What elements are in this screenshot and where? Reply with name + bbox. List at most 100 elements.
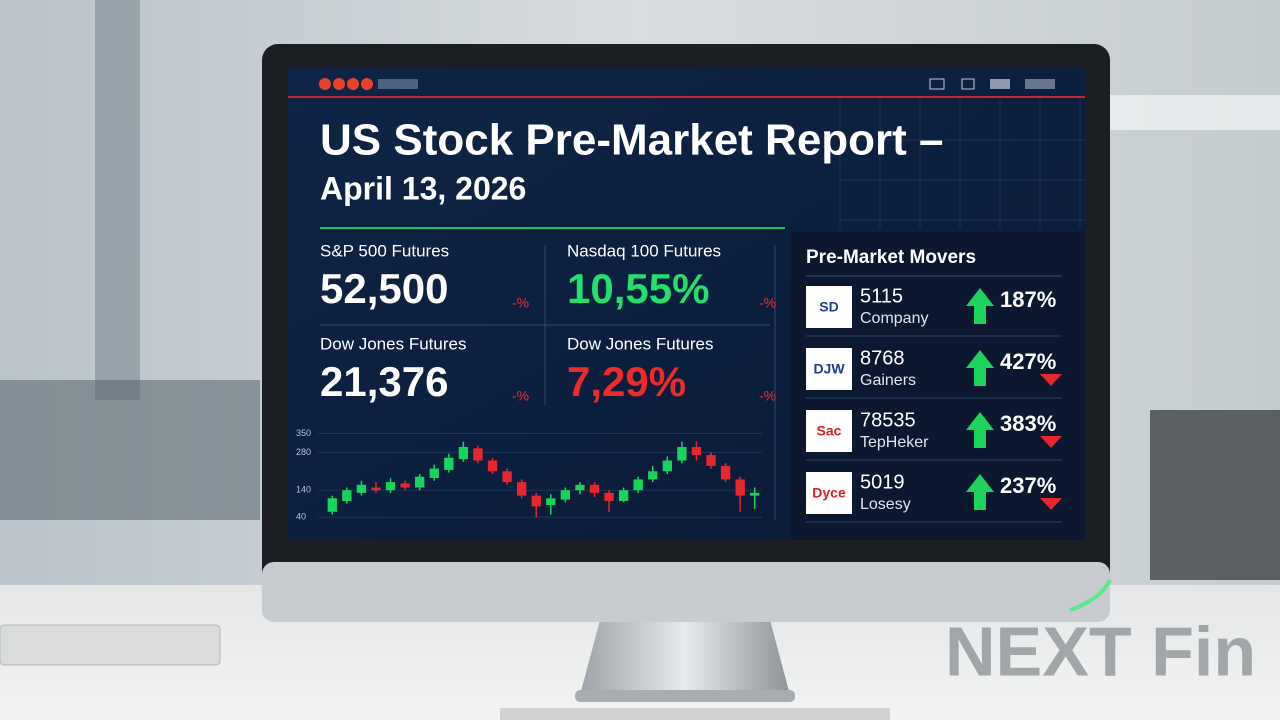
candle-body	[371, 487, 381, 491]
movers-title: Pre-Market Movers	[806, 247, 976, 268]
down-arrow	[1040, 374, 1062, 386]
y-tick-label: 40	[296, 512, 306, 522]
candle-body	[648, 471, 658, 480]
candle-body	[400, 483, 410, 488]
background-desk	[0, 380, 260, 520]
tile-value: 10,55%	[567, 265, 709, 312]
mover-name: Losesy	[860, 496, 911, 513]
mover-logo: Dyce	[812, 485, 846, 501]
pillar	[95, 0, 140, 400]
candle-body	[677, 447, 687, 461]
candle-body	[458, 447, 469, 460]
monitor-base	[575, 690, 795, 702]
mover-price: 8768	[860, 347, 905, 369]
logo-text	[378, 79, 418, 89]
logo-dot	[333, 78, 345, 90]
logo-dot	[347, 78, 359, 90]
mover-name: TepHeker	[860, 434, 929, 451]
candle-body	[720, 465, 731, 480]
candle-body	[604, 492, 614, 501]
candle-body	[502, 471, 512, 483]
candle-body	[546, 498, 556, 506]
candle-body	[691, 447, 702, 456]
mover-logo-box	[806, 348, 852, 390]
candle-body	[327, 498, 337, 512]
up-arrow	[966, 350, 994, 386]
mover-logo-box	[806, 472, 852, 514]
up-arrow	[966, 288, 994, 324]
tile-label: S&P 500 Futures	[320, 241, 449, 260]
candle-body	[589, 484, 600, 493]
tiles: S&P 500 Futures 52,500 -% Nasdaq 100 Future…	[320, 241, 776, 405]
down-arrow	[1040, 498, 1062, 510]
glow	[1069, 579, 1112, 612]
monitor-chin	[262, 562, 1110, 622]
window-light	[1110, 95, 1280, 130]
candle-body	[473, 448, 483, 461]
tile-value: 52,500	[320, 265, 448, 312]
mover-name: Company	[860, 310, 928, 327]
candle-body	[385, 482, 396, 491]
logo-dot	[319, 78, 331, 90]
candle-body	[531, 495, 541, 507]
candle-body	[516, 482, 527, 496]
mover-change: 237%	[1000, 473, 1056, 498]
candle-body	[706, 455, 716, 466]
mover-logo-box	[806, 410, 852, 452]
papers	[0, 624, 221, 666]
mover-logo: SD	[819, 299, 838, 315]
candle-body	[633, 479, 643, 491]
logo-dot	[361, 78, 373, 90]
candlestick-chart: 40 140 280 350	[296, 428, 762, 522]
mover-change: 383%	[1000, 411, 1056, 436]
tile-change: -%	[512, 388, 529, 404]
background-chair	[1150, 410, 1280, 580]
monitor-stand	[580, 620, 790, 695]
candle-body	[415, 476, 425, 488]
y-tick-label: 350	[296, 428, 311, 438]
up-arrow	[966, 474, 994, 510]
subtitle: April 13, 2026	[320, 170, 526, 206]
candle-body	[429, 468, 439, 479]
keyboard	[500, 708, 890, 720]
tile-change: -%	[759, 295, 776, 311]
movers-list: SD 5115 Company 187% DJW 8768 Gainers 427% Sac 78…	[806, 285, 1062, 523]
title: US Stock Pre-Market Report –	[320, 116, 944, 165]
up-arrow	[966, 412, 994, 448]
candle-body	[444, 457, 454, 470]
mover-price: 78535	[860, 409, 916, 431]
tile-label: Nasdaq 100 Futures	[567, 241, 721, 260]
candle-body	[735, 479, 745, 496]
tile-label: Dow Jones Futures	[320, 334, 466, 353]
icon	[961, 78, 975, 90]
y-tick-label: 280	[296, 447, 311, 457]
candle-body	[356, 484, 367, 493]
mover-change: 187%	[1000, 287, 1056, 312]
candle-body	[342, 490, 352, 501]
tile-change: -%	[759, 388, 776, 404]
y-tick-label: 140	[296, 485, 311, 495]
mover-price: 5019	[860, 471, 905, 493]
icon	[990, 79, 1010, 89]
tile-value: 21,376	[320, 358, 448, 405]
screen-grid	[839, 100, 1085, 228]
grid-lines	[839, 100, 1085, 228]
candle-body	[575, 484, 585, 491]
tile-value: 7,29%	[567, 358, 686, 405]
candle-body	[618, 490, 629, 501]
icon	[1025, 79, 1055, 89]
mover-logo: Sac	[817, 423, 842, 439]
mover-price: 5115	[860, 285, 903, 307]
candle-body	[560, 490, 571, 500]
tile-change: -%	[512, 295, 529, 311]
down-arrow	[1040, 436, 1062, 448]
watermark: NEXT Fin	[945, 612, 1256, 690]
mover-name: Gainers	[860, 372, 916, 389]
candle-body	[662, 460, 672, 472]
tile-label: Dow Jones Futures	[567, 334, 713, 353]
mover-logo-box	[806, 286, 852, 328]
mover-change: 427%	[1000, 349, 1056, 374]
